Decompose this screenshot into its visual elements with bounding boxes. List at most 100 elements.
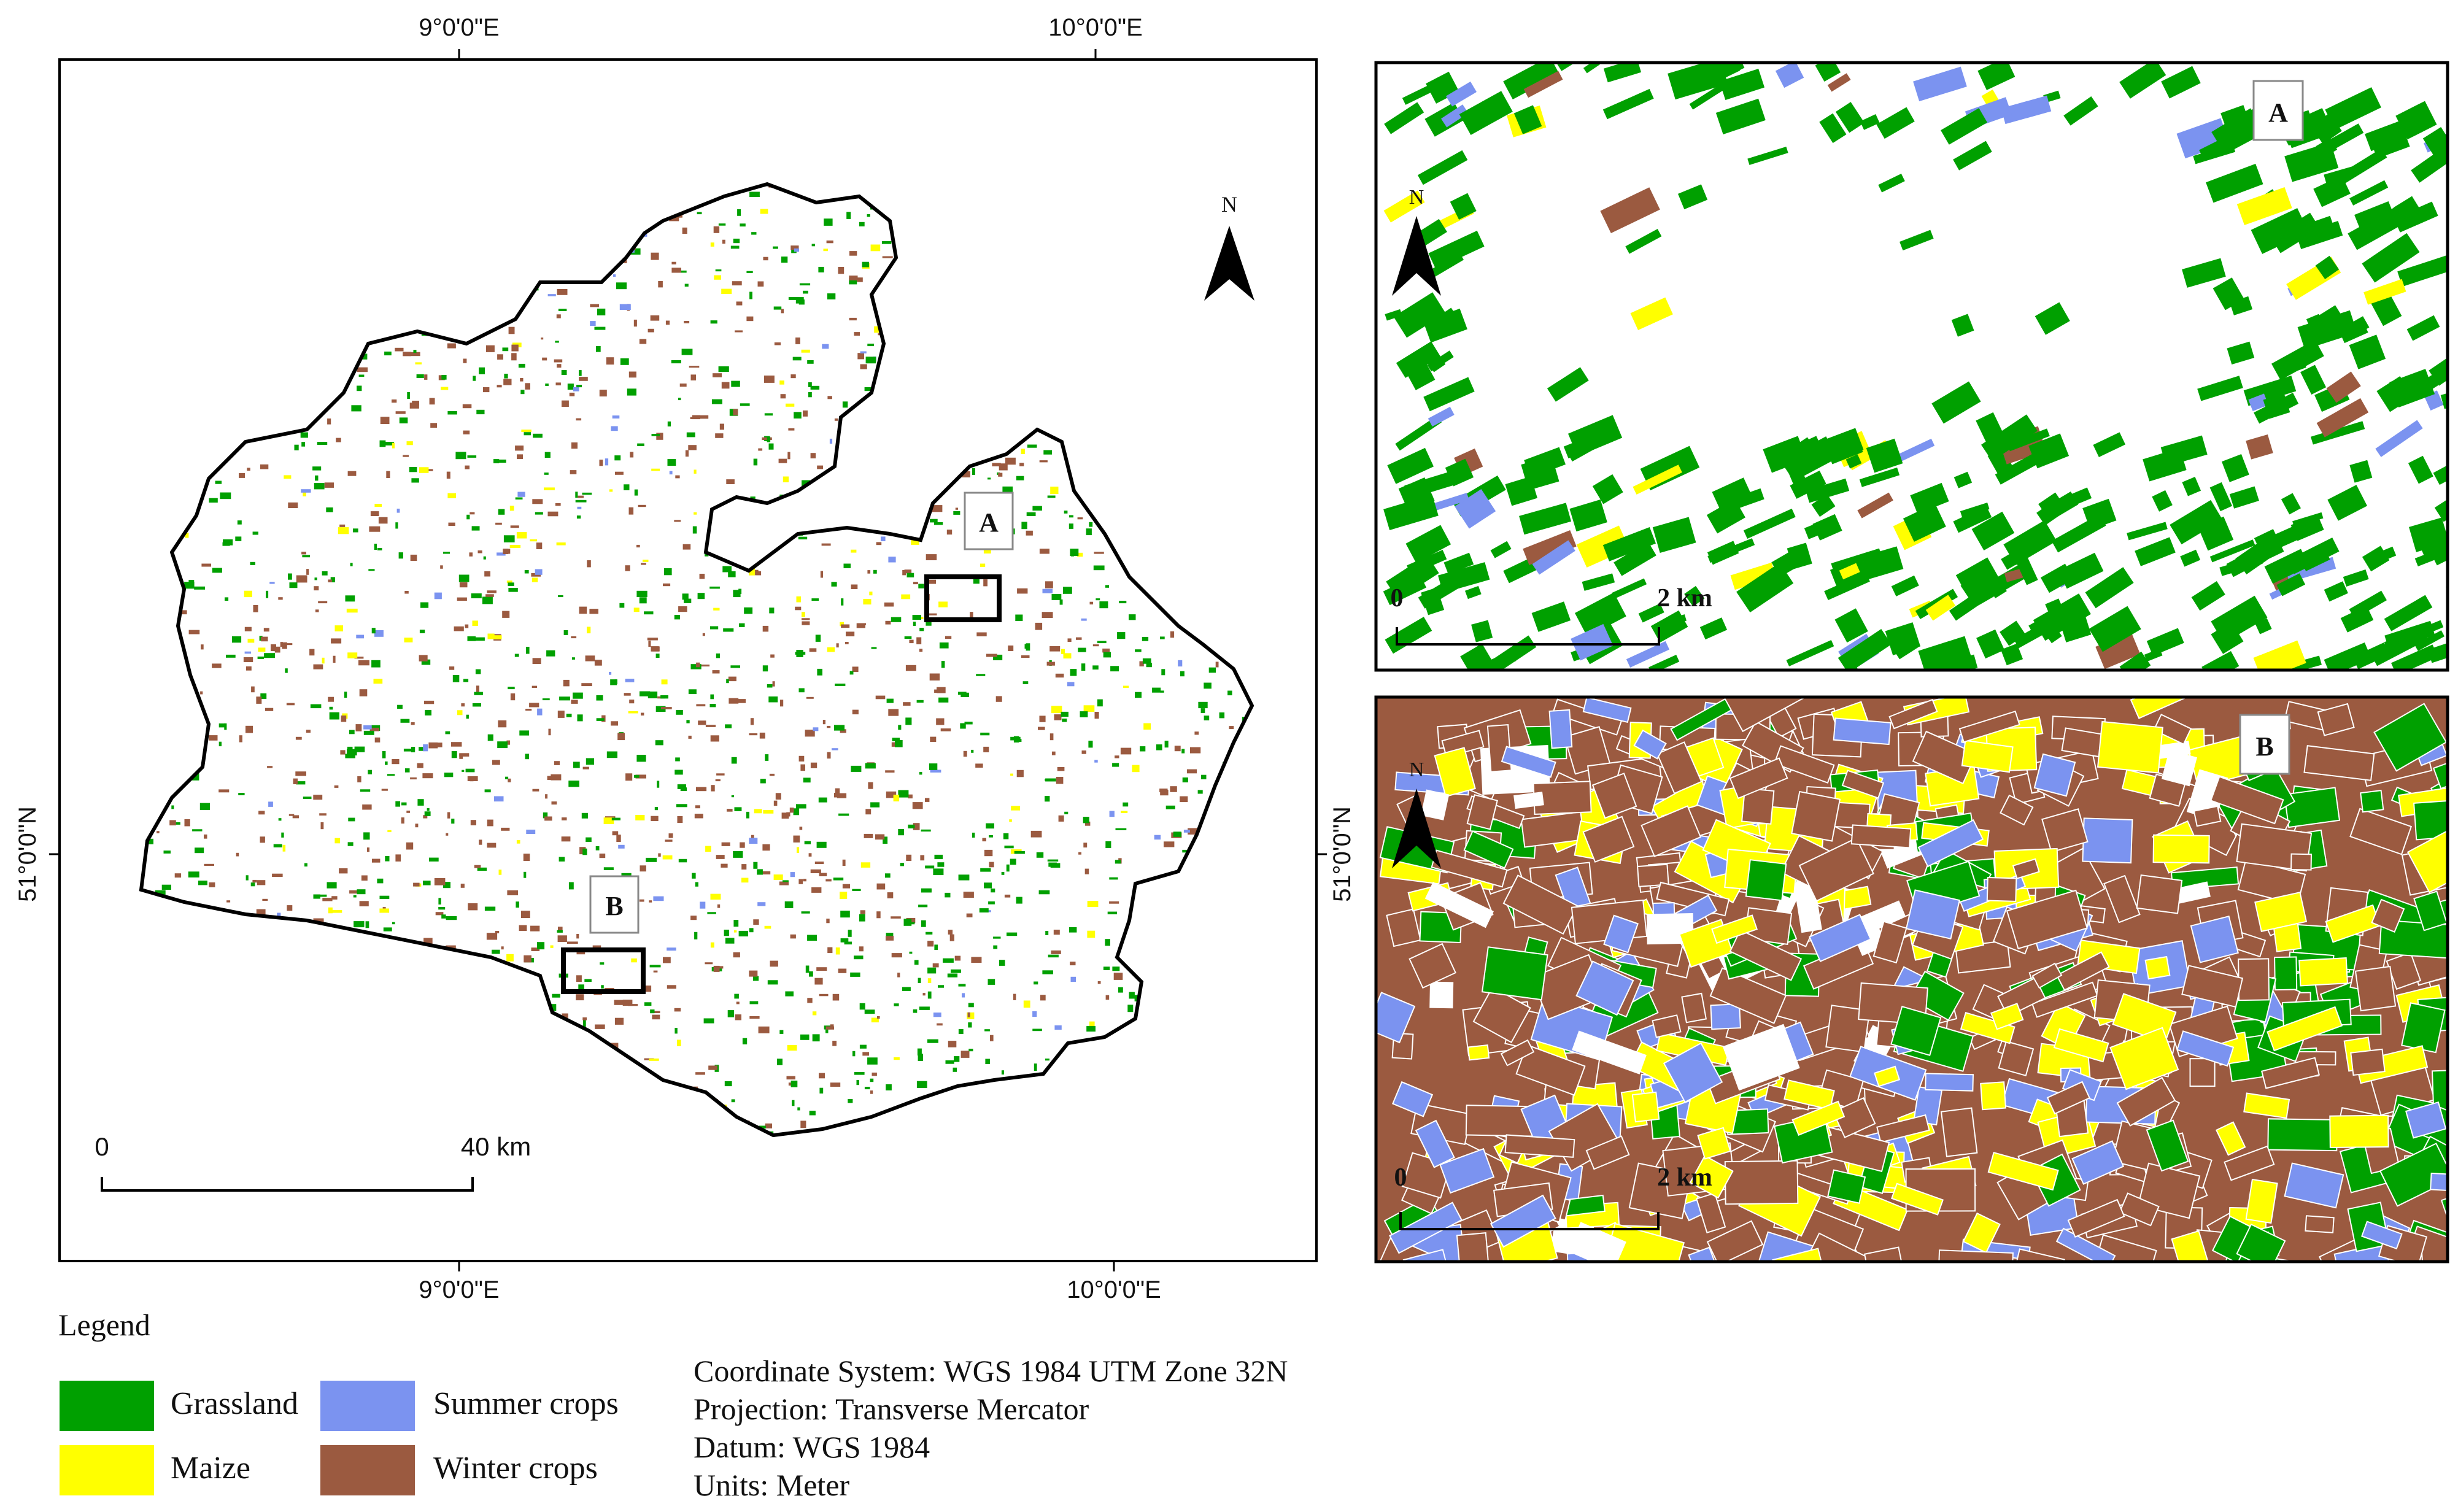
landcover-patch <box>1120 747 1132 755</box>
landcover-patch <box>1096 598 1100 601</box>
landcover-patch <box>322 898 333 901</box>
landcover-patch <box>339 868 348 874</box>
landcover-patch <box>1135 692 1142 698</box>
landcover-patch <box>567 941 578 944</box>
field-parcel <box>1743 508 1796 539</box>
field-parcel <box>1834 608 1868 643</box>
landcover-patch <box>1164 741 1169 748</box>
landcover-patch <box>235 536 242 541</box>
landcover-patch <box>817 668 822 676</box>
landcover-patch <box>484 789 491 793</box>
field-parcel <box>1775 63 1804 88</box>
landcover-patch <box>699 415 709 419</box>
landcover-patch <box>410 777 417 780</box>
landcover-patch <box>960 471 970 477</box>
landcover-patch <box>322 657 325 664</box>
field-parcel <box>2413 890 2448 932</box>
landcover-patch <box>912 802 923 809</box>
landcover-patch <box>447 812 450 819</box>
field-parcel <box>2360 790 2384 813</box>
field-parcel <box>1531 601 1571 632</box>
field-parcel <box>1918 636 1973 670</box>
landcover-patch <box>1051 706 1062 714</box>
landcover-patch <box>371 660 381 668</box>
field-parcel <box>2119 651 2151 670</box>
inset-b-label: B <box>2239 714 2290 775</box>
field-parcel <box>1386 908 1421 947</box>
landcover-patch <box>695 1072 705 1075</box>
landcover-patch <box>575 500 587 503</box>
landcover-patch <box>895 739 903 747</box>
inset-a-label: A <box>2252 80 2304 141</box>
landcover-patch <box>1083 705 1095 712</box>
landcover-patch <box>903 702 911 706</box>
landcover-patch <box>295 771 306 776</box>
landcover-patch <box>681 349 693 355</box>
landcover-patch <box>753 919 759 925</box>
landcover-patch <box>983 549 991 554</box>
field-parcel <box>2012 858 2040 879</box>
landcover-patch <box>635 815 645 820</box>
landcover-patch <box>557 289 568 295</box>
landcover-patch <box>716 653 720 658</box>
landcover-patch <box>749 291 752 299</box>
landcover-patch <box>1045 931 1049 935</box>
landcover-patch <box>1032 1028 1042 1032</box>
landcover-patch <box>351 405 361 412</box>
landcover-patch <box>312 466 322 471</box>
landcover-patch <box>869 592 873 596</box>
landcover-patch <box>775 793 781 800</box>
field-parcel <box>1798 837 1874 902</box>
landcover-patch <box>948 930 953 935</box>
landcover-patch <box>1127 1005 1134 1012</box>
units-text: Units: Meter <box>694 1468 850 1502</box>
field-parcel <box>2053 1028 2109 1063</box>
field-parcel <box>1591 773 1637 819</box>
landcover-patch <box>929 673 940 681</box>
field-parcel <box>1949 589 1988 621</box>
landcover-patch <box>521 911 530 918</box>
landcover-patch <box>972 468 975 476</box>
scale-bar-inset-a: 0 2 km <box>1391 584 1712 646</box>
landcover-patch <box>487 633 495 639</box>
landcover-patch <box>411 478 419 483</box>
landcover-patch <box>808 392 812 398</box>
field-parcel <box>1463 830 1514 869</box>
landcover-patch <box>992 463 1001 466</box>
landcover-patch <box>492 949 500 954</box>
landcover-patch <box>624 484 630 490</box>
landcover-patch <box>1215 662 1219 668</box>
landcover-patch <box>774 342 781 345</box>
field-parcel <box>2146 628 2184 656</box>
landcover-patch <box>679 270 687 273</box>
landcover-patch <box>395 854 401 862</box>
field-parcel <box>1931 381 1981 424</box>
landcover-patch <box>209 498 218 503</box>
field-parcel <box>2427 528 2448 566</box>
landcover-patch <box>967 1012 970 1017</box>
field-parcel <box>1812 514 1842 541</box>
landcover-patch <box>757 281 764 287</box>
landcover-patch <box>360 789 371 792</box>
landcover-patch <box>770 960 778 967</box>
landcover-patch <box>856 623 865 628</box>
landcover-patch <box>674 520 681 522</box>
landcover-patch <box>1078 852 1081 855</box>
landcover-patch <box>556 314 561 318</box>
field-parcel <box>2349 460 2373 483</box>
landcover-patch <box>1010 736 1021 741</box>
landcover-patch <box>779 700 784 707</box>
landcover-patch <box>1038 890 1050 895</box>
landcover-patch <box>921 888 932 893</box>
field-parcel <box>2209 539 2255 563</box>
landcover-patch <box>315 609 319 612</box>
landcover-patch <box>779 881 789 885</box>
landcover-patch <box>852 889 861 891</box>
landcover-patch <box>753 458 758 466</box>
landcover-patch <box>647 638 658 641</box>
landcover-patch <box>762 844 770 851</box>
landcover-patch <box>1008 645 1014 651</box>
landcover-patch <box>649 1059 659 1061</box>
landcover-patch <box>1048 954 1059 958</box>
landcover-patch <box>599 460 603 466</box>
